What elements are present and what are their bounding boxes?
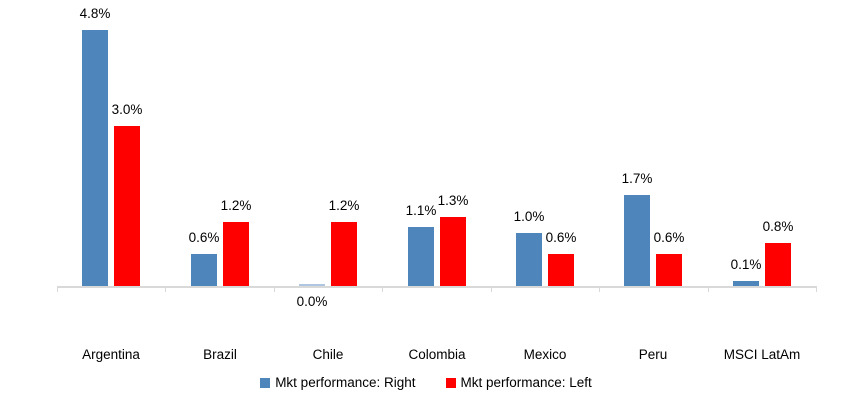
legend-swatch-icon <box>445 378 456 388</box>
category-label-chile: Chile <box>312 347 344 362</box>
axis-tick <box>165 286 166 292</box>
bar-label-right-brazil: 0.6% <box>188 230 220 245</box>
bar-label-right-mexico: 1.0% <box>513 209 545 224</box>
legend-swatch-icon <box>260 378 271 388</box>
bar-right-msci-latam <box>733 281 759 286</box>
bar-left-chile <box>331 222 357 286</box>
bar-label-left-mexico: 0.6% <box>545 230 577 245</box>
bar-label-left-colombia: 1.3% <box>437 193 469 208</box>
bar-left-mexico <box>548 254 574 286</box>
legend-label: Mkt performance: Right <box>275 375 416 390</box>
bar-left-colombia <box>440 217 466 286</box>
axis-tick <box>708 286 709 292</box>
bar-right-mexico <box>516 233 542 286</box>
axis-tick <box>599 286 600 292</box>
bar-right-peru <box>624 195 650 286</box>
bar-label-left-brazil: 1.2% <box>220 198 252 213</box>
category-label-argentina: Argentina <box>82 347 140 362</box>
category-label-peru: Peru <box>638 347 668 362</box>
bar-label-left-argentina: 3.0% <box>111 102 143 117</box>
axis-tick <box>491 286 492 292</box>
x-axis-line <box>57 286 816 288</box>
bar-label-right-colombia: 1.1% <box>405 203 437 218</box>
bar-right-colombia <box>408 227 434 286</box>
legend-item-left: Mkt performance: Left <box>445 375 592 391</box>
legend-item-right: Mkt performance: Right <box>260 375 416 391</box>
bar-label-left-peru: 0.6% <box>653 230 685 245</box>
bar-right-brazil <box>191 254 217 286</box>
bar-right-chile <box>299 284 325 286</box>
legend-label: Mkt performance: Left <box>460 375 592 390</box>
bar-label-right-peru: 1.7% <box>621 171 653 186</box>
bar-label-left-chile: 1.2% <box>328 198 360 213</box>
bar-left-brazil <box>223 222 249 286</box>
category-label-mexico: Mexico <box>523 347 567 362</box>
category-label-msci-latam: MSCI LatAm <box>723 347 801 362</box>
bar-left-argentina <box>114 126 140 286</box>
axis-tick <box>816 286 817 292</box>
bar-left-peru <box>656 254 682 286</box>
bar-right-argentina <box>82 30 108 286</box>
axis-tick <box>57 286 58 292</box>
bar-label-right-msci-latam: 0.1% <box>730 257 762 272</box>
axis-tick <box>274 286 275 292</box>
bar-label-left-msci-latam: 0.8% <box>762 219 794 234</box>
legend: Mkt performance: Right Mkt performance: L… <box>0 375 852 391</box>
category-label-brazil: Brazil <box>203 347 237 362</box>
bar-left-msci-latam <box>765 243 791 286</box>
axis-tick <box>382 286 383 292</box>
bar-label-right-chile: 0.0% <box>296 294 328 309</box>
bar-label-right-argentina: 4.8% <box>79 6 111 21</box>
category-label-colombia: Colombia <box>408 347 466 362</box>
